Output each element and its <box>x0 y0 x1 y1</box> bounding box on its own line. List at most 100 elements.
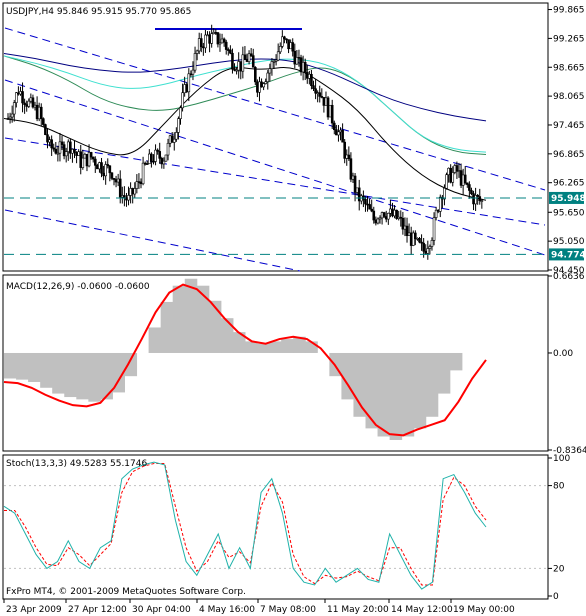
candle-body <box>116 178 120 183</box>
candle-body <box>54 148 58 154</box>
candle-body <box>372 210 376 221</box>
candle-body <box>478 196 482 201</box>
candle-body <box>399 216 403 219</box>
macd-histogram-bar <box>281 339 294 353</box>
candle-body <box>463 174 467 184</box>
candle-body <box>21 91 24 104</box>
candle-body <box>430 240 434 247</box>
candle-body <box>31 97 35 108</box>
candle-body <box>278 46 282 53</box>
candle-body <box>197 38 201 52</box>
candle-body <box>470 190 473 194</box>
candle-body <box>179 107 182 119</box>
candle-body <box>50 139 53 149</box>
candle-body <box>299 57 303 73</box>
time-tick-label: 11 May 20:00 <box>327 605 389 615</box>
candle-body <box>301 62 305 73</box>
candle-body <box>229 49 232 54</box>
candle-body <box>461 174 465 186</box>
candle-body <box>476 194 479 197</box>
candle-body <box>237 61 240 71</box>
candle-body <box>137 181 141 183</box>
macd-pane-frame <box>2 274 549 452</box>
candle-body <box>387 213 390 220</box>
candle-body <box>172 138 176 143</box>
candle-body <box>316 92 319 94</box>
candle-body <box>382 212 386 217</box>
candle-body <box>33 104 37 108</box>
candle-body <box>6 118 10 120</box>
macd-histogram-bar <box>220 318 234 353</box>
candle-body <box>426 248 430 254</box>
candle-body <box>83 153 87 159</box>
candle-body <box>15 92 18 103</box>
candle-body <box>403 225 407 230</box>
price-y-tick-label: 98.065 <box>553 92 585 102</box>
stoch-pane-frame <box>2 454 549 600</box>
macd-histogram-bar <box>184 278 198 353</box>
time-tick-label: 27 Apr 12:00 <box>68 605 127 615</box>
candle-body <box>220 38 224 44</box>
price-header: USDJPY,H4 95.846 95.915 95.770 95.865 <box>6 7 191 17</box>
candle-body <box>87 152 91 167</box>
candle-body <box>60 141 64 145</box>
candle-body <box>295 57 299 65</box>
candle-body <box>414 232 417 240</box>
candle-body <box>322 97 326 106</box>
candle-body <box>121 195 124 198</box>
candle-body <box>428 246 432 249</box>
stoch-pane[interactable]: 100 80 20 0 Stoch(13,3,3) 49.5283 55.1746 F… <box>2 454 570 602</box>
candle-body <box>148 153 151 165</box>
candle-body <box>480 200 484 202</box>
candle-body <box>391 208 394 217</box>
trend-lines <box>4 27 546 272</box>
macd-pane[interactable]: 0.6636 0.00 -0.8364 MACD(12,26,9) -0.0600 … <box>2 272 586 456</box>
candle-body <box>457 170 461 172</box>
macd-histogram-bar <box>208 300 222 353</box>
candle-body <box>451 172 455 183</box>
candle-body <box>206 34 209 37</box>
macd-histogram-bar <box>437 352 451 394</box>
candle-body <box>389 208 392 214</box>
candle-body <box>285 38 288 41</box>
candle-body <box>328 104 332 118</box>
candle-body <box>141 162 145 185</box>
macd-histogram-bar <box>293 336 306 353</box>
macd-y-tick-label: 0.00 <box>553 349 573 359</box>
candle-body <box>468 184 471 191</box>
moving-average-line <box>3 55 487 153</box>
candle-body <box>181 92 184 109</box>
horizontal-levels: 95.948 94.774 <box>4 191 586 261</box>
candle-body <box>129 188 132 196</box>
stoch-levels <box>4 485 547 569</box>
candle-body <box>44 124 47 136</box>
price-y-tick-label: 99.865 <box>553 6 585 16</box>
candle-body <box>46 134 49 143</box>
stoch-y-tick-label: 80 <box>553 482 565 492</box>
candle-body <box>393 209 396 217</box>
candle-body <box>110 172 114 179</box>
candle-body <box>212 32 216 34</box>
trend-line <box>4 209 301 272</box>
candle-body <box>64 151 68 157</box>
candle-body <box>71 148 74 154</box>
candle-body <box>339 129 342 133</box>
macd-histogram-bar <box>401 352 415 437</box>
price-pane[interactable]: 95.948 94.774 99.865 99.265 98.665 98.065 97.… <box>2 2 586 276</box>
candle-body <box>233 68 236 71</box>
trend-line <box>4 27 546 191</box>
price-y-tick-label: 95.050 <box>553 237 585 247</box>
macd-histogram-bar <box>245 341 258 353</box>
price-y-tick-label: 98.665 <box>553 63 585 73</box>
candle-body <box>266 72 270 83</box>
moving-average-line <box>3 53 487 122</box>
candle-body <box>62 144 66 157</box>
candle-body <box>245 59 249 62</box>
candle-body <box>145 163 149 165</box>
candle-body <box>320 96 324 98</box>
candle-body <box>378 217 382 220</box>
candlesticks <box>6 24 484 260</box>
candle-body <box>77 151 80 156</box>
candle-body <box>420 241 423 244</box>
